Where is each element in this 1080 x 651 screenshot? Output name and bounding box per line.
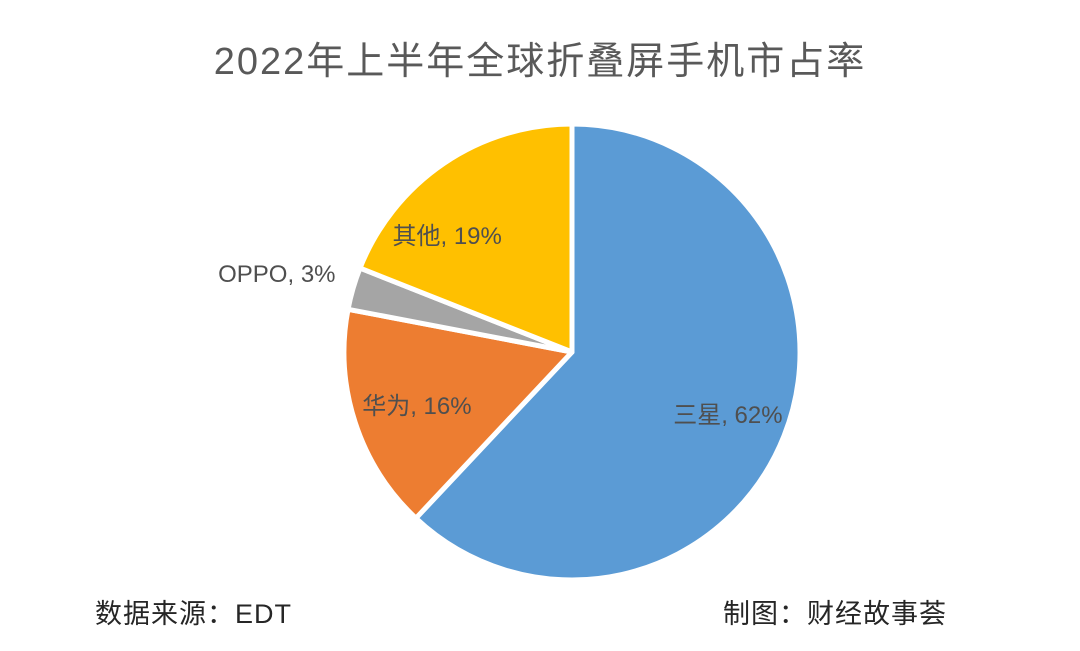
pie-slice — [357, 121, 575, 355]
pie-slice-label: OPPO, 3% — [218, 261, 335, 288]
credit-label: 制图：财经故事荟 — [723, 599, 947, 629]
pie-slice — [413, 121, 803, 583]
data-source-label: 数据来源：EDT — [95, 599, 292, 629]
pie-slice-label: 三星, 62% — [673, 402, 782, 429]
pie-slice-label: 其他, 19% — [393, 223, 502, 250]
pie-slice — [341, 306, 575, 521]
pie-slice-label: 华为, 16% — [362, 393, 471, 420]
chart-title: 2022年上半年全球折叠屏手机市占率 — [213, 41, 867, 83]
